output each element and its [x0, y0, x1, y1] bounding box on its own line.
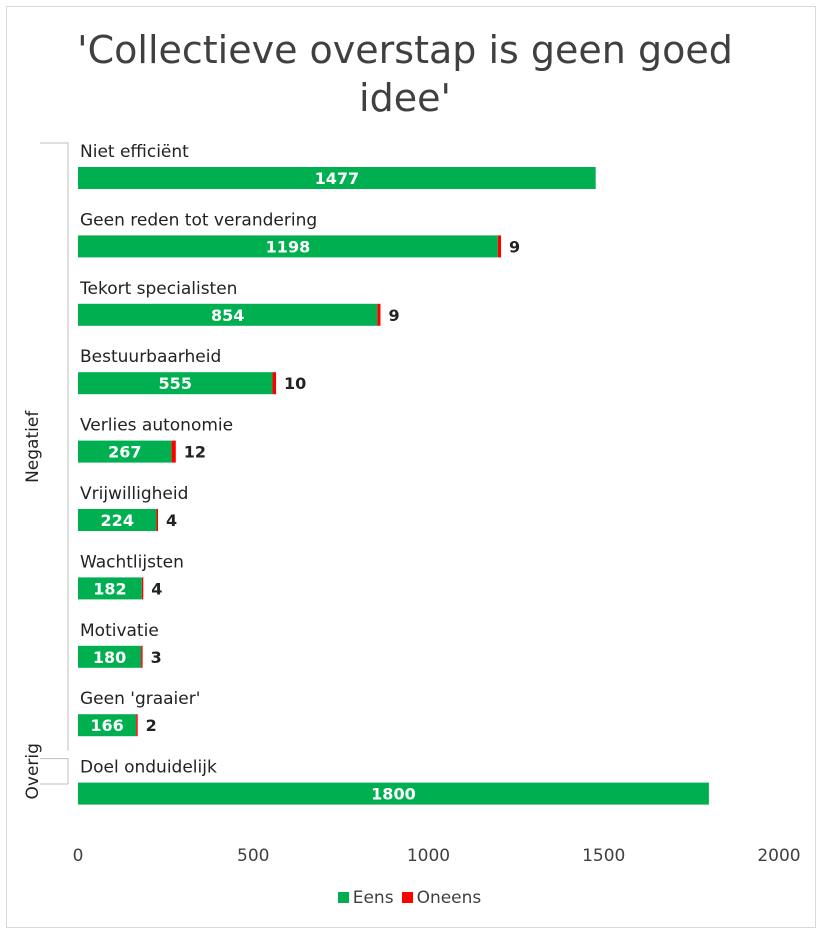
category-label: Geen reden tot verandering [80, 210, 317, 230]
data-label-eens: 224 [101, 511, 134, 530]
chart-title: 'Collectieve overstap is geen goed idee' [77, 28, 733, 120]
category-label: Wachtlijsten [80, 552, 184, 572]
data-label-oneens: 12 [184, 443, 206, 462]
group-label: Negatief [23, 410, 43, 483]
x-axis: 0 500 1000 1500 2000 [73, 846, 801, 866]
data-label-eens: 555 [159, 374, 192, 393]
category-label: Motivatie [80, 621, 159, 641]
bar-eens [78, 372, 273, 395]
bar-oneens [497, 235, 502, 258]
bar-eens [78, 645, 142, 668]
legend-swatch [337, 891, 349, 903]
bar-eens [78, 509, 157, 531]
legend: Eens Oneens [0, 888, 819, 908]
data-label-eens: 854 [211, 306, 244, 325]
legend-label: Oneens [416, 888, 482, 908]
data-label-oneens: 4 [151, 579, 162, 598]
data-label-oneens: 2 [146, 716, 157, 735]
bar-oneens [377, 303, 381, 326]
group-brackets: Negatief Overig [23, 142, 69, 800]
data-label-oneens: 9 [509, 237, 520, 256]
data-label-oneens: 10 [284, 374, 306, 393]
bar-oneens [141, 645, 143, 668]
group-label: Overig [23, 743, 43, 799]
data-label-eens: 1800 [371, 785, 416, 804]
bar-eens [78, 235, 498, 258]
data-label-eens: 1198 [266, 237, 311, 256]
data-label-oneens: 4 [166, 511, 177, 530]
bar-oneens [141, 577, 144, 600]
category-labels: Niet efficiënt Geen reden tot verandering… [79, 142, 317, 778]
legend-label: Eens [352, 888, 394, 908]
bar-eens [78, 782, 709, 805]
category-label: Tekort specialisten [79, 279, 237, 299]
category-label: Geen 'graaier' [80, 689, 200, 709]
data-label-eens: 267 [108, 443, 141, 462]
bar-oneens [156, 509, 159, 531]
category-label: Doel onduidelijk [80, 758, 217, 778]
data-label-oneens: 9 [388, 306, 399, 325]
bar-eens [78, 577, 142, 600]
data-label-eens: 182 [93, 579, 126, 598]
category-label: Verlies autonomie [80, 416, 233, 436]
x-tick-label: 2000 [757, 846, 800, 866]
bar-eens [78, 714, 137, 737]
group-bracket [40, 142, 69, 751]
bar-oneens [272, 372, 277, 395]
data-label-eens: 166 [90, 716, 123, 735]
legend-swatch [401, 891, 413, 903]
x-tick-label: 500 [237, 846, 269, 866]
bars: 1477 1198 9 854 9 555 10 267 12 224 4 182 4 180 3 166 2 1… [78, 167, 709, 805]
bar-oneens [171, 440, 176, 463]
x-tick-label: 0 [73, 846, 84, 866]
data-label-eens: 180 [93, 648, 126, 667]
bar-eens [78, 303, 378, 326]
data-label-eens: 1477 [315, 169, 360, 188]
legend-item: Oneens [401, 888, 482, 908]
bar-oneens [136, 714, 138, 737]
group-bracket [40, 758, 69, 784]
data-label-oneens: 3 [151, 648, 162, 667]
category-label: Bestuurbaarheid [80, 347, 221, 367]
category-label: Vrijwilligheid [80, 484, 188, 504]
chart-frame [6, 6, 816, 928]
bar-eens [78, 440, 172, 463]
x-tick-label: 1500 [582, 846, 625, 866]
bar-eens [78, 167, 596, 189]
x-tick-label: 1000 [407, 846, 450, 866]
category-label: Niet efficiënt [80, 142, 189, 162]
legend-item: Eens [337, 888, 394, 908]
